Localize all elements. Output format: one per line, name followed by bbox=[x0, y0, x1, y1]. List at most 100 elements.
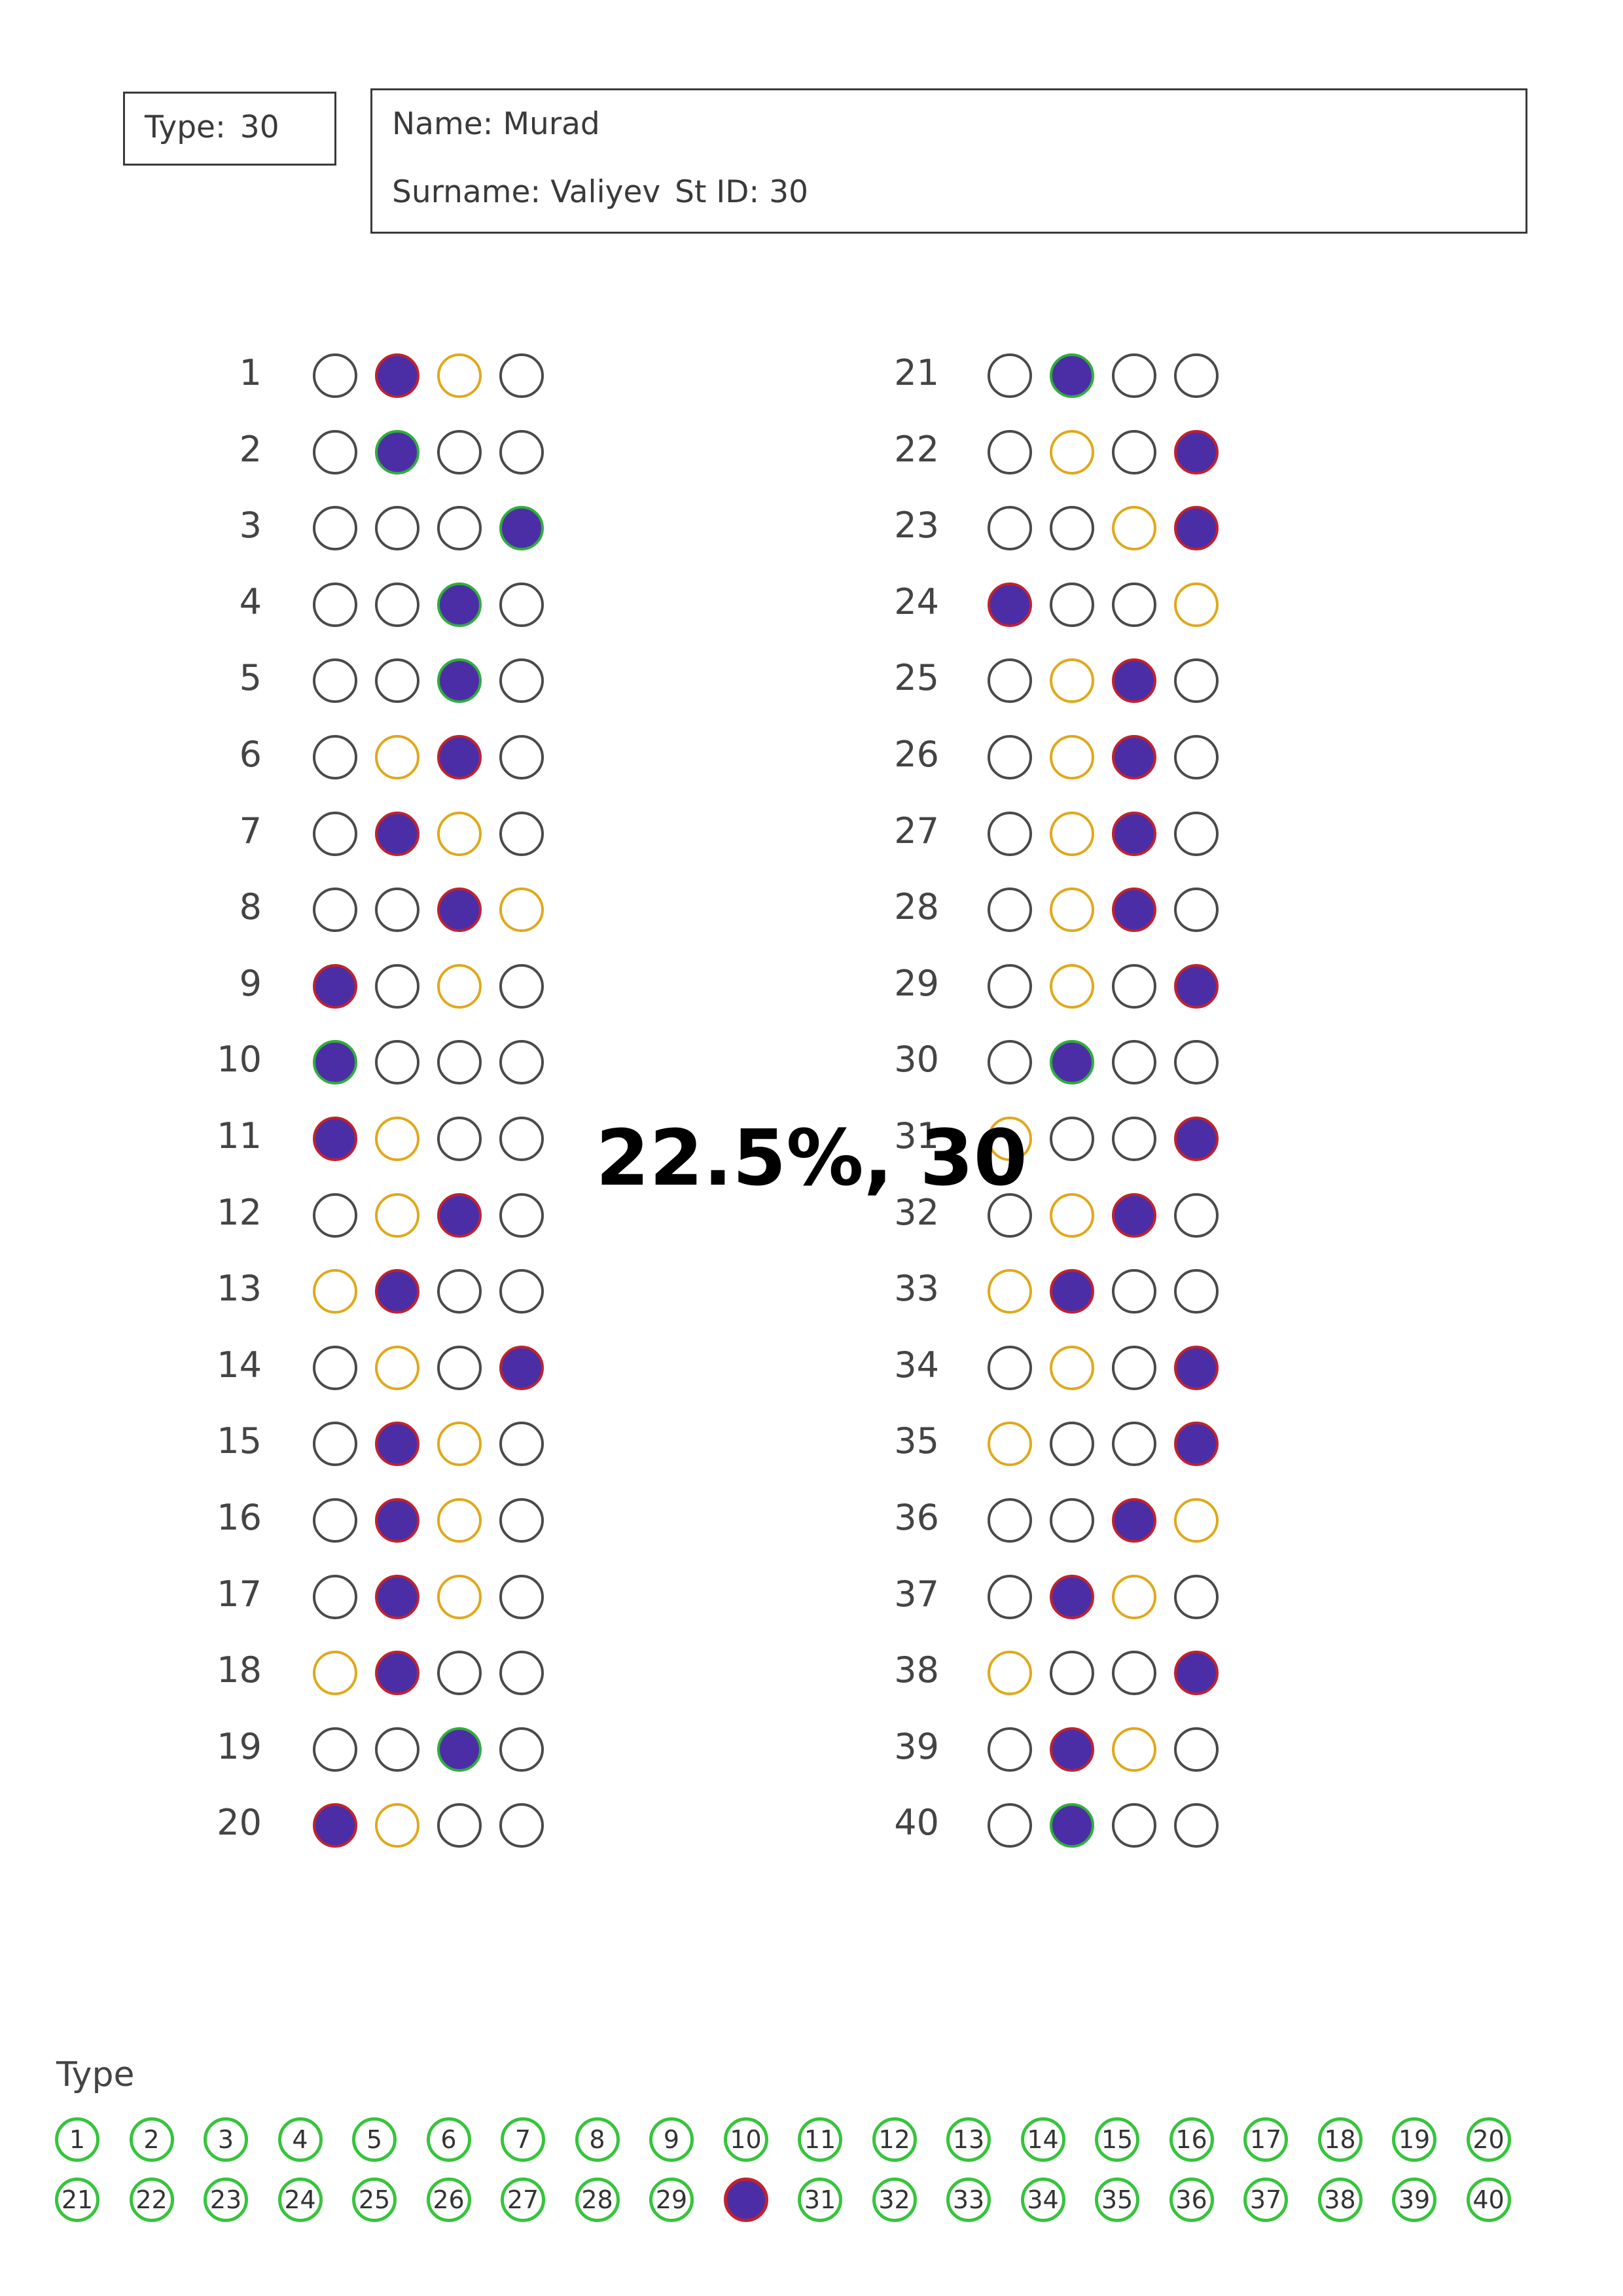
answer-bubble-11-d[interactable] bbox=[499, 1117, 544, 1161]
answer-bubble-14-d[interactable] bbox=[499, 1345, 544, 1390]
answer-bubble-14-b[interactable] bbox=[375, 1345, 419, 1390]
answer-bubble-24-a[interactable] bbox=[988, 582, 1032, 627]
answer-bubble-22-c[interactable] bbox=[1112, 429, 1156, 475]
answer-bubble-13-b[interactable] bbox=[375, 1269, 419, 1314]
type-option-12[interactable]: 12 bbox=[872, 2117, 917, 2162]
answer-bubble-4-b[interactable] bbox=[375, 582, 419, 627]
type-option-25[interactable]: 25 bbox=[352, 2178, 397, 2222]
answer-bubble-8-b[interactable] bbox=[375, 888, 419, 933]
type-option-14[interactable]: 14 bbox=[1020, 2117, 1065, 2162]
answer-bubble-29-a[interactable] bbox=[988, 963, 1032, 1009]
answer-bubble-38-a[interactable] bbox=[988, 1651, 1032, 1696]
answer-bubble-7-c[interactable] bbox=[437, 811, 482, 856]
type-option-11[interactable]: 11 bbox=[798, 2117, 842, 2162]
answer-bubble-37-b[interactable] bbox=[1050, 1574, 1094, 1619]
answer-bubble-25-d[interactable] bbox=[1174, 658, 1219, 704]
type-option-37[interactable]: 37 bbox=[1243, 2178, 1288, 2222]
answer-bubble-27-a[interactable] bbox=[988, 811, 1032, 856]
type-option-17[interactable]: 17 bbox=[1243, 2117, 1288, 2162]
answer-bubble-26-a[interactable] bbox=[988, 735, 1032, 780]
answer-bubble-40-c[interactable] bbox=[1112, 1803, 1156, 1848]
answer-bubble-38-d[interactable] bbox=[1174, 1651, 1219, 1696]
answer-bubble-20-c[interactable] bbox=[437, 1803, 482, 1848]
answer-bubble-11-b[interactable] bbox=[375, 1117, 419, 1161]
answer-bubble-20-a[interactable] bbox=[313, 1803, 357, 1848]
answer-bubble-37-d[interactable] bbox=[1174, 1574, 1219, 1619]
type-option-8[interactable]: 8 bbox=[575, 2117, 620, 2162]
type-option-15[interactable]: 15 bbox=[1095, 2117, 1139, 2162]
answer-bubble-6-c[interactable] bbox=[437, 735, 482, 780]
answer-bubble-12-c[interactable] bbox=[437, 1193, 482, 1238]
answer-bubble-26-b[interactable] bbox=[1050, 735, 1094, 780]
answer-bubble-7-d[interactable] bbox=[499, 811, 544, 856]
answer-bubble-29-c[interactable] bbox=[1112, 963, 1156, 1009]
answer-bubble-10-c[interactable] bbox=[437, 1040, 482, 1085]
answer-bubble-32-b[interactable] bbox=[1050, 1193, 1094, 1238]
answer-bubble-33-a[interactable] bbox=[988, 1269, 1032, 1314]
type-option-38[interactable]: 38 bbox=[1317, 2178, 1363, 2222]
answer-bubble-36-c[interactable] bbox=[1112, 1498, 1156, 1543]
answer-bubble-19-c[interactable] bbox=[437, 1727, 482, 1772]
answer-bubble-28-d[interactable] bbox=[1174, 888, 1219, 933]
answer-bubble-27-c[interactable] bbox=[1112, 811, 1156, 856]
answer-bubble-35-d[interactable] bbox=[1174, 1422, 1219, 1467]
answer-bubble-5-a[interactable] bbox=[313, 658, 357, 704]
type-option-29[interactable]: 29 bbox=[649, 2178, 694, 2222]
answer-bubble-2-b[interactable] bbox=[375, 429, 419, 475]
answer-bubble-25-a[interactable] bbox=[988, 658, 1032, 704]
answer-bubble-34-d[interactable] bbox=[1174, 1345, 1219, 1390]
answer-bubble-3-d[interactable] bbox=[499, 506, 544, 551]
answer-bubble-3-a[interactable] bbox=[313, 506, 357, 551]
type-option-5[interactable]: 5 bbox=[352, 2117, 397, 2162]
answer-bubble-37-c[interactable] bbox=[1112, 1574, 1156, 1619]
answer-bubble-31-d[interactable] bbox=[1174, 1117, 1219, 1161]
answer-bubble-33-d[interactable] bbox=[1174, 1269, 1219, 1314]
answer-bubble-38-b[interactable] bbox=[1050, 1651, 1094, 1696]
answer-bubble-17-b[interactable] bbox=[375, 1574, 419, 1619]
answer-bubble-5-c[interactable] bbox=[437, 658, 482, 704]
answer-bubble-16-a[interactable] bbox=[313, 1498, 357, 1543]
answer-bubble-17-c[interactable] bbox=[437, 1574, 482, 1619]
answer-bubble-18-c[interactable] bbox=[437, 1651, 482, 1696]
answer-bubble-19-a[interactable] bbox=[313, 1727, 357, 1772]
answer-bubble-30-d[interactable] bbox=[1174, 1040, 1219, 1085]
answer-bubble-32-d[interactable] bbox=[1174, 1193, 1219, 1238]
type-option-22[interactable]: 22 bbox=[129, 2178, 174, 2222]
answer-bubble-39-b[interactable] bbox=[1050, 1727, 1094, 1772]
answer-bubble-4-c[interactable] bbox=[437, 582, 482, 627]
type-option-2[interactable]: 2 bbox=[129, 2117, 174, 2162]
answer-bubble-13-c[interactable] bbox=[437, 1269, 482, 1314]
answer-bubble-9-d[interactable] bbox=[499, 963, 544, 1009]
answer-bubble-1-c[interactable] bbox=[437, 353, 482, 398]
answer-bubble-40-d[interactable] bbox=[1174, 1803, 1219, 1848]
answer-bubble-10-d[interactable] bbox=[499, 1040, 544, 1085]
type-option-33[interactable]: 33 bbox=[946, 2178, 991, 2222]
answer-bubble-31-c[interactable] bbox=[1112, 1117, 1156, 1161]
answer-bubble-30-a[interactable] bbox=[988, 1040, 1032, 1085]
answer-bubble-36-a[interactable] bbox=[988, 1498, 1032, 1543]
type-option-32[interactable]: 32 bbox=[872, 2178, 917, 2222]
answer-bubble-26-c[interactable] bbox=[1112, 735, 1156, 780]
answer-bubble-7-a[interactable] bbox=[313, 811, 357, 856]
answer-bubble-18-d[interactable] bbox=[499, 1651, 544, 1696]
answer-bubble-23-a[interactable] bbox=[988, 506, 1032, 551]
answer-bubble-31-a[interactable] bbox=[988, 1117, 1032, 1161]
answer-bubble-24-c[interactable] bbox=[1112, 582, 1156, 627]
answer-bubble-13-d[interactable] bbox=[499, 1269, 544, 1314]
answer-bubble-12-d[interactable] bbox=[499, 1193, 544, 1238]
answer-bubble-28-a[interactable] bbox=[988, 888, 1032, 933]
answer-bubble-39-d[interactable] bbox=[1174, 1727, 1219, 1772]
type-option-28[interactable]: 28 bbox=[575, 2178, 620, 2222]
type-option-34[interactable]: 34 bbox=[1020, 2178, 1065, 2222]
answer-bubble-20-b[interactable] bbox=[375, 1803, 419, 1848]
answer-bubble-36-b[interactable] bbox=[1050, 1498, 1094, 1543]
answer-bubble-29-d[interactable] bbox=[1174, 963, 1219, 1009]
answer-bubble-1-b[interactable] bbox=[375, 353, 419, 398]
answer-bubble-11-c[interactable] bbox=[437, 1117, 482, 1161]
answer-bubble-25-c[interactable] bbox=[1112, 658, 1156, 704]
type-option-27[interactable]: 27 bbox=[501, 2178, 545, 2222]
type-option-19[interactable]: 19 bbox=[1392, 2117, 1436, 2162]
answer-bubble-15-a[interactable] bbox=[313, 1422, 357, 1467]
answer-bubble-19-d[interactable] bbox=[499, 1727, 544, 1772]
answer-bubble-12-b[interactable] bbox=[375, 1193, 419, 1238]
